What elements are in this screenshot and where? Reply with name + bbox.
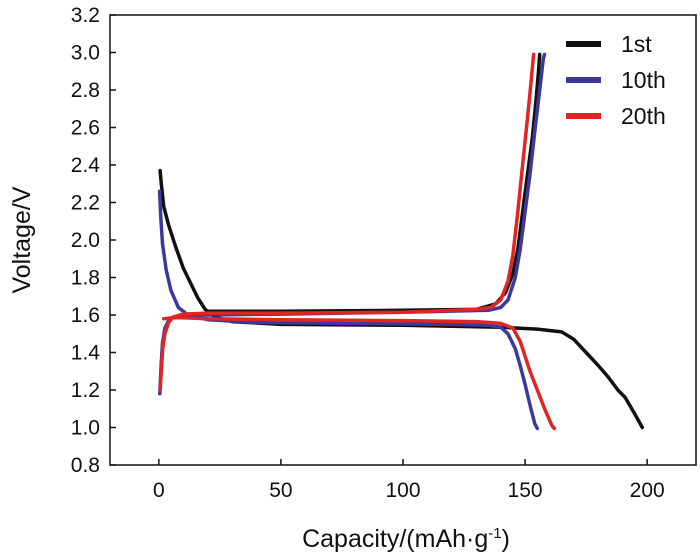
legend-item-1st: 1st <box>566 31 652 57</box>
x-tick-labels: 0 50 100 150 200 <box>153 479 665 502</box>
legend-label: 20th <box>621 103 666 129</box>
y-tick-label: 2.2 <box>71 192 100 215</box>
legend-label: 1st <box>621 31 652 57</box>
y-axis-title: Voltage/V <box>8 186 36 293</box>
legend: 1st 10th 20th <box>566 31 666 129</box>
x-axis-title-main: Capacity/(mAh·g <box>302 525 488 553</box>
series-10th <box>157 52 547 431</box>
series-10th-curve-charge <box>158 52 547 396</box>
y-tick-label: 3.2 <box>71 4 100 27</box>
legend-item-20th: 20th <box>566 103 666 129</box>
y-tick-label: 2.0 <box>71 229 100 252</box>
x-axis-title: Capacity/(mAh·g-1) <box>302 525 510 553</box>
series-20th-curve-charge <box>158 52 536 392</box>
x-tick-label: 0 <box>153 479 165 502</box>
y-tick-label: 2.8 <box>71 79 100 102</box>
y-tick-label: 1.8 <box>71 267 100 290</box>
plot-area-border <box>109 14 697 466</box>
y-tick-label: 3.0 <box>71 42 100 65</box>
x-tick-label: 150 <box>508 479 543 502</box>
x-tick-label: 50 <box>269 479 292 502</box>
plot-frame <box>109 14 697 466</box>
series-1st-curve-charge <box>205 52 542 314</box>
axis-ticks <box>110 14 648 466</box>
y-tick-label: 2.4 <box>71 154 101 177</box>
y-tick-label: 1.6 <box>71 304 100 327</box>
series-1st-curve-discharge <box>158 168 645 430</box>
series-lines <box>157 52 645 431</box>
y-tick-label: 1.0 <box>71 417 100 440</box>
y-tick-label: 2.6 <box>71 117 100 140</box>
y-tick-labels: 0.8 1.0 1.2 1.4 1.6 1.8 2.0 2.2 2.4 2.6 2.8 3.0 3.2 <box>71 4 101 477</box>
x-tick-label: 100 <box>385 479 420 502</box>
x-tick-label: 200 <box>630 479 665 502</box>
legend-label: 10th <box>621 67 666 93</box>
series-20th-curve-discharge <box>161 316 557 431</box>
x-axis-title-end: ) <box>502 525 510 553</box>
series-1st <box>158 52 645 430</box>
series-10th-curve-discharge <box>157 189 540 431</box>
legend-item-10th: 10th <box>566 67 666 93</box>
y-tick-label: 1.4 <box>71 342 101 365</box>
y-tick-label: 1.2 <box>71 379 100 402</box>
x-axis-title-superscript: -1 <box>488 525 501 542</box>
y-tick-label: 0.8 <box>71 454 100 477</box>
series-20th <box>158 52 557 431</box>
